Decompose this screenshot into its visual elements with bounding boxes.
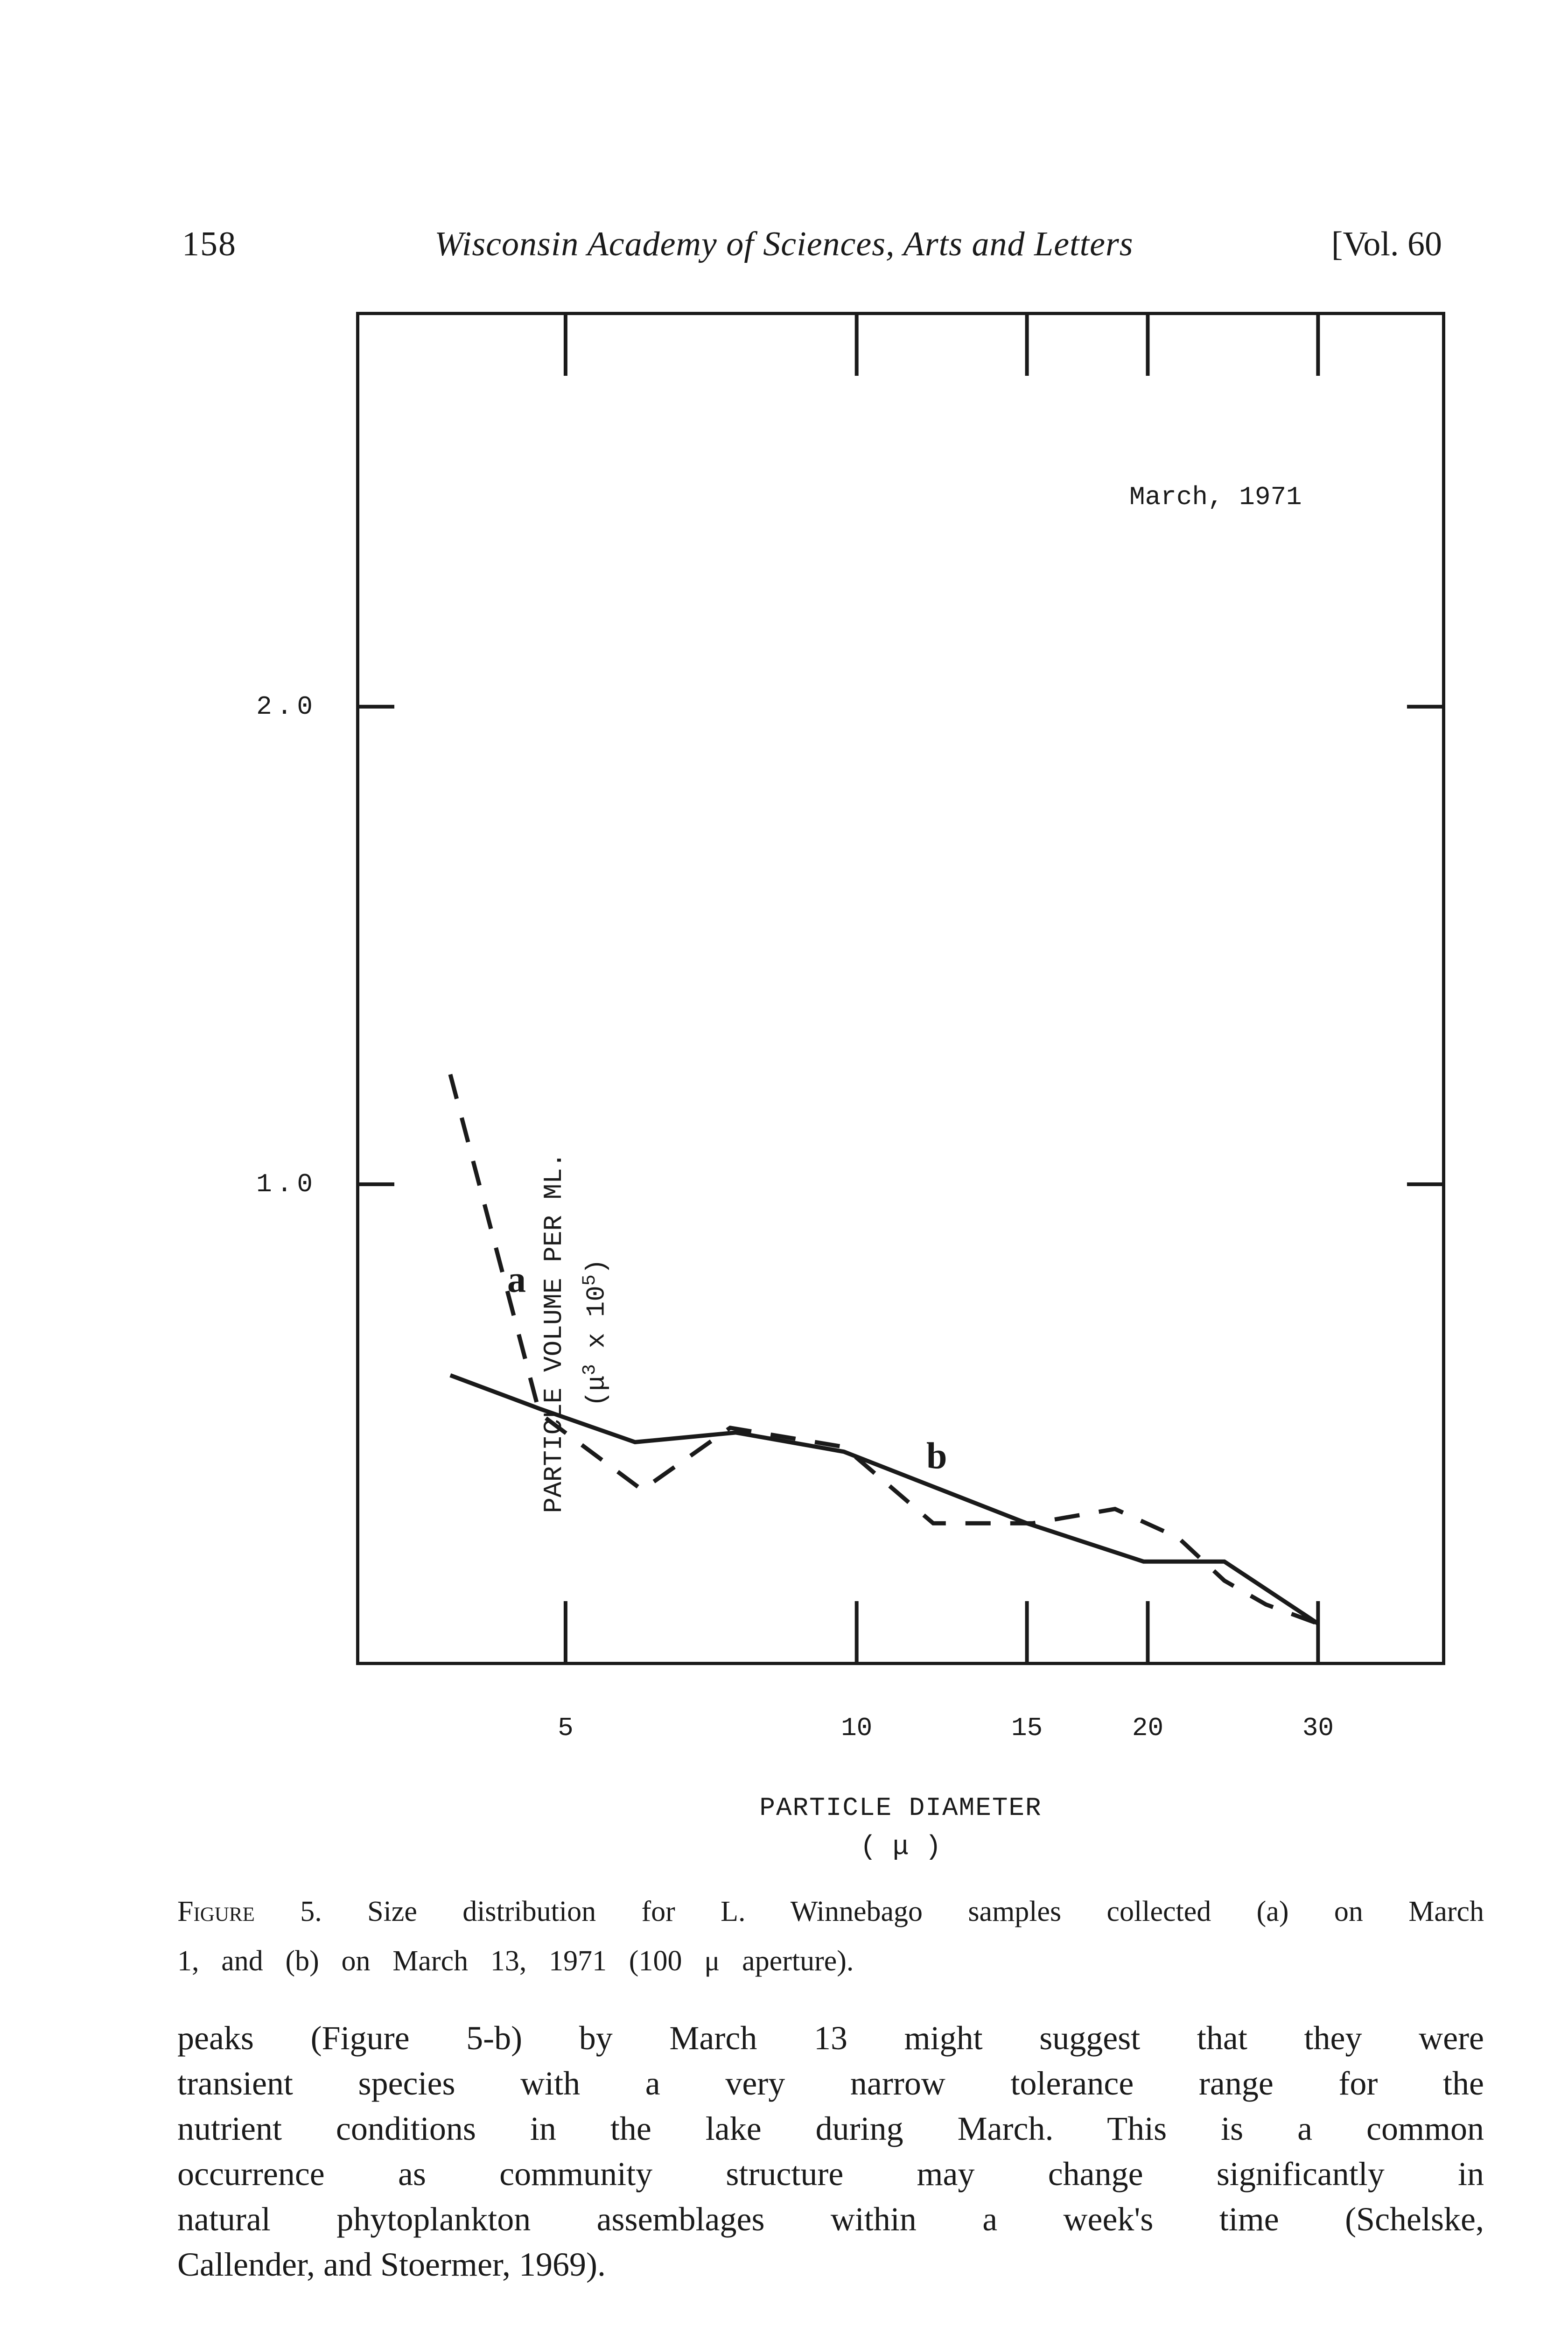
running-head: 158 Wisconsin Academy of Sciences, Arts … [182,223,1442,265]
y-axis-title-units: (μ3 x 105) [572,1139,615,1526]
y-units-exp1: 3 [580,1364,601,1376]
y-units-exp2: 5 [580,1274,601,1286]
y-units-post: ) [581,1258,612,1275]
x-tick-label: 10 [841,1713,873,1743]
series-b-curve [449,1373,1319,1625]
x-tick-label: 30 [1302,1713,1334,1743]
body-line: occurrence as community structure may ch… [177,2155,1484,2193]
body-line: peaks (Figure 5-b) by March 13 might sug… [177,2019,1484,2057]
chart: March, 1971 a b PARTICLE VOLUME PER ML. … [256,315,1474,1862]
body-paragraph: peaks (Figure 5-b) by March 13 might sug… [177,2016,1484,2287]
body-line: Callender, and Stoermer, 1969). [177,2246,606,2283]
x-tick-label: 15 [1011,1713,1043,1743]
series-a-curve [448,1074,1319,1626]
x-axis-units: ( μ ) [860,1832,942,1863]
body-line: nutrient conditions in the lake during M… [177,2110,1484,2147]
curve-b-label: b [926,1435,947,1477]
x-tick-label: 5 [558,1713,574,1743]
volume-label: [Vol. 60 [1331,225,1442,263]
y-tick-label: 2.0 [256,691,317,722]
y-axis-title-main: PARTICLE VOLUME PER ML. [539,1152,569,1513]
caption-line-2: 1, and (b) on March 13, 1971 (100 μ aper… [177,1945,854,1977]
chart-canvas [327,315,1474,1662]
body-line: natural phytoplankton assemblages within… [177,2200,1484,2238]
y-tick-label: 1.0 [256,1169,317,1199]
figure-label: Figure [177,1896,255,1927]
y-units-pre: (μ [581,1375,612,1407]
y-units-mid: x 10 [581,1286,612,1364]
figure-caption: Figure 5. Size distribution for L. Winne… [177,1887,1484,1986]
journal-title: Wisconsin Academy of Sciences, Arts and … [434,225,1134,263]
body-line: transient species with a very narrow tol… [177,2065,1484,2102]
page-number: 158 [182,225,237,263]
curve-a-label: a [507,1259,526,1301]
caption-line-1-text: 5. Size distribution for L. Winnebago sa… [300,1896,1484,1927]
x-axis-title: PARTICLE DIAMETER [759,1793,1042,1823]
caption-line-1: Figure 5. Size distribution for L. Winne… [177,1887,1484,1936]
x-tick-label: 20 [1132,1713,1164,1743]
chart-frame [356,312,1445,1665]
chart-annotation-date: March, 1971 [1129,482,1302,512]
y-axis-title: PARTICLE VOLUME PER ML. (μ3 x 105) [536,1139,612,1526]
